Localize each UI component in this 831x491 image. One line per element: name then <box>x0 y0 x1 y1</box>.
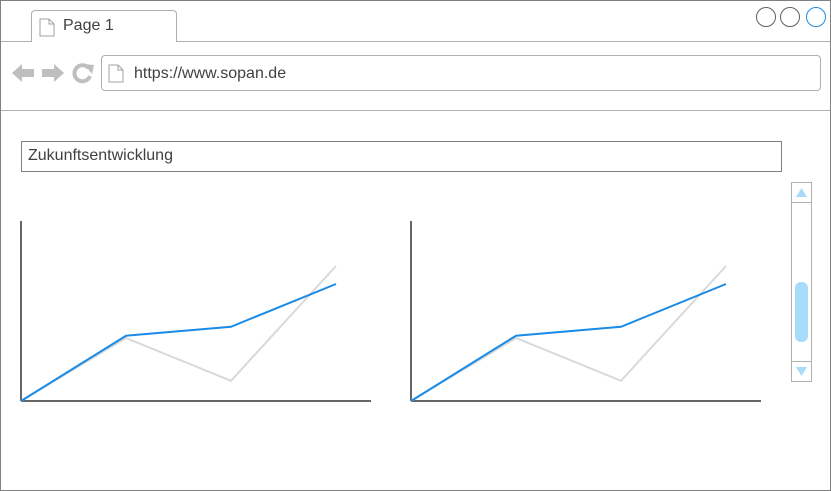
line-chart-left <box>20 221 371 402</box>
triangle-down-icon <box>796 367 807 376</box>
tab-bar: Page 1 <box>1 1 830 42</box>
tab-label: Page 1 <box>63 17 114 34</box>
series-line-2 <box>20 283 337 402</box>
minimize-circle-icon[interactable] <box>756 7 776 27</box>
series-line-1 <box>20 265 337 402</box>
scroll-thumb[interactable] <box>795 282 808 342</box>
page-icon <box>39 18 55 42</box>
reload-icon[interactable] <box>71 62 95 89</box>
title-field[interactable]: Zukunftsentwicklung <box>21 141 782 172</box>
arrow-right-icon[interactable] <box>41 62 65 89</box>
title-text: Zukunftsentwicklung <box>28 147 173 164</box>
tab-page-1[interactable]: Page 1 <box>31 10 177 42</box>
address-bar[interactable]: https://www.sopan.de <box>101 55 821 91</box>
vertical-scrollbar[interactable] <box>791 182 812 382</box>
close-circle-icon[interactable] <box>806 7 826 27</box>
maximize-circle-icon[interactable] <box>780 7 800 27</box>
url-input[interactable]: https://www.sopan.de <box>134 65 287 82</box>
triangle-up-icon <box>796 188 807 197</box>
line-chart-right <box>410 221 761 402</box>
scroll-down-button[interactable] <box>792 361 811 381</box>
scroll-up-button[interactable] <box>792 183 811 203</box>
toolbar: https://www.sopan.de <box>1 42 830 111</box>
arrow-left-icon[interactable] <box>11 62 35 89</box>
series-line-2 <box>410 283 727 402</box>
page-icon <box>108 64 124 88</box>
series-line-1 <box>410 265 727 402</box>
